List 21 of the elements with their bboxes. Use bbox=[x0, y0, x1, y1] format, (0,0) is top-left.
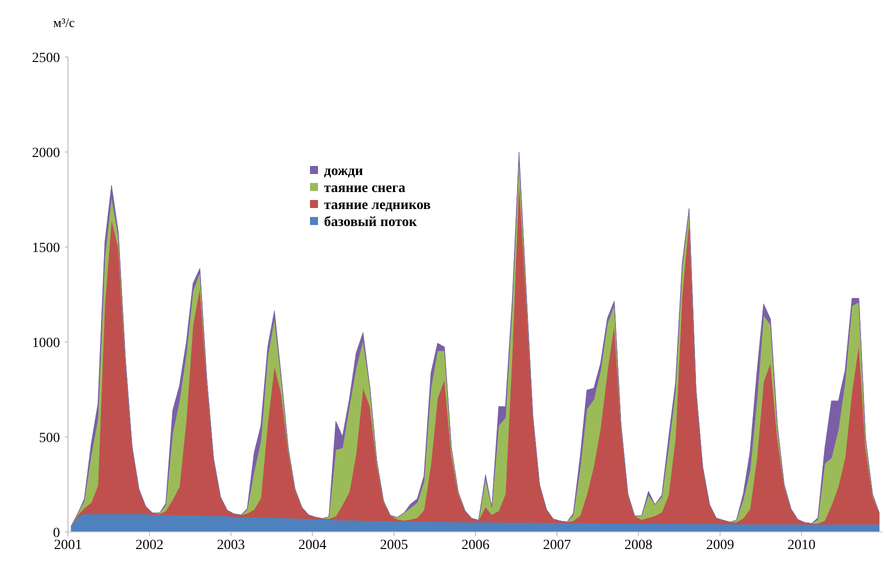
y-tick-label: 2000 bbox=[32, 146, 60, 161]
y-tick-label: 0 bbox=[53, 526, 60, 541]
y-tick-label: 1500 bbox=[32, 240, 60, 256]
x-tick-label: 2007 bbox=[542, 538, 571, 553]
legend-label: таяние снега bbox=[324, 180, 406, 196]
x-tick-label: 2005 bbox=[380, 538, 408, 553]
y-tick-label: 1000 bbox=[32, 336, 60, 351]
x-tick-label: 2003 bbox=[216, 538, 245, 553]
legend-label: базовый поток bbox=[324, 214, 418, 230]
x-tick-label: 2004 bbox=[298, 538, 326, 553]
x-tick-label: 2009 bbox=[706, 538, 734, 553]
legend-label: дожди bbox=[324, 164, 364, 179]
y-axis-title: м³/с bbox=[53, 15, 75, 30]
legend-label: таяние ледников bbox=[324, 198, 432, 213]
x-tick-label: 2002 bbox=[135, 538, 164, 553]
y-tick-label: 2500 bbox=[32, 50, 60, 66]
y-tick-label: 500 bbox=[39, 430, 60, 446]
x-tick-label: 2001 bbox=[54, 538, 82, 553]
x-tick-label: 2008 bbox=[624, 538, 652, 553]
x-tick-label: 2010 bbox=[788, 538, 816, 553]
x-tick-label: 2006 bbox=[462, 538, 490, 553]
